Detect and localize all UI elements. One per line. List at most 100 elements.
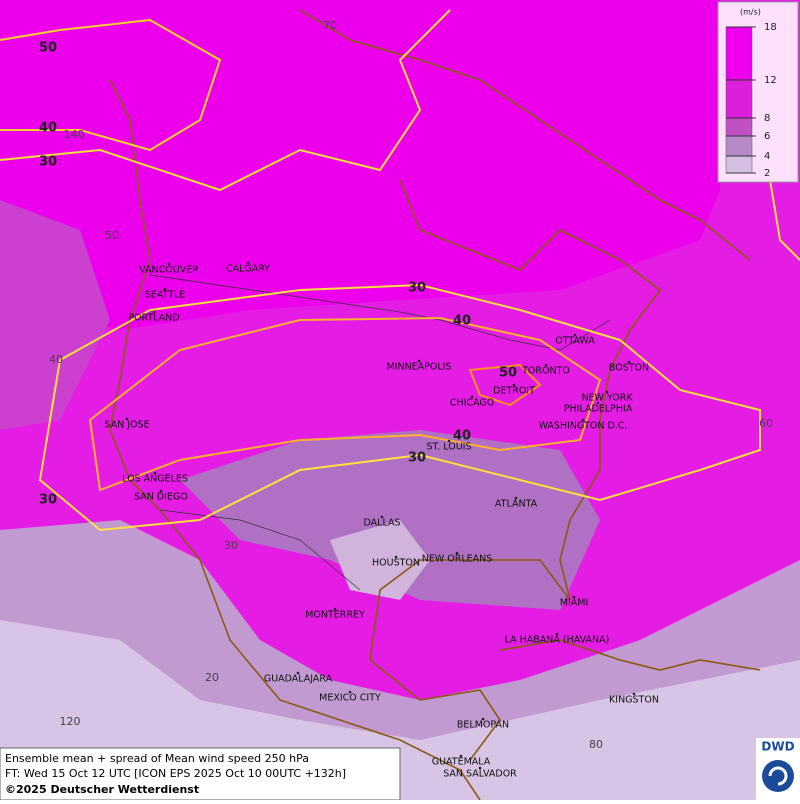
city-dot	[152, 310, 156, 314]
city-label: MONTERREY	[305, 610, 365, 621]
city-dot	[125, 417, 129, 421]
city-dot	[555, 632, 559, 636]
contour-label: 30	[39, 493, 57, 508]
contours	[0, 9, 800, 532]
city-dot	[481, 717, 485, 721]
grid-label: 140	[64, 128, 85, 141]
city-label: VANCOUVER	[139, 265, 199, 276]
grid-label: 80	[589, 738, 603, 751]
contour-label: 30	[408, 281, 426, 296]
spread-area	[180, 430, 600, 610]
labels: 18 12 8 6 4 2 50 40 30 30 40 50 40 30 30 70 140 50 40 30 20 1…	[39, 19, 777, 780]
city-label: CHICAGO	[450, 398, 494, 409]
city-dot	[348, 690, 352, 694]
city-dot	[581, 418, 585, 422]
legend-label: 2	[764, 168, 770, 179]
city-dot	[632, 692, 636, 696]
contour-label: 40	[453, 314, 471, 329]
city-dot	[394, 555, 398, 559]
city-dot	[455, 551, 459, 555]
city-label: MEXICO CITY	[319, 693, 381, 704]
contour-label: 50	[39, 41, 57, 56]
city-dot	[459, 754, 463, 758]
city-label: PHILADELPHIA	[564, 404, 633, 415]
city-dot	[246, 261, 250, 265]
city-label: WASHINGTON D.C.	[539, 421, 628, 432]
city-dot	[478, 766, 482, 770]
legend-label: 8	[764, 113, 770, 124]
city-label: BOSTON	[609, 363, 649, 374]
city-label: KINGSTON	[609, 695, 659, 706]
grid-label: 20	[205, 671, 219, 684]
city-dot	[167, 262, 171, 266]
logo-text: DWD	[761, 740, 794, 754]
city-label: PORTLAND	[128, 313, 179, 324]
legend-swatch	[725, 135, 753, 157]
city-label: CALGARY	[226, 264, 270, 275]
city-label: NEW ORLEANS	[422, 554, 493, 565]
grid-label: 40	[49, 353, 63, 366]
city-dot	[573, 333, 577, 337]
city-dot	[470, 395, 474, 399]
city-label: DETROIT	[493, 386, 535, 397]
city-label: TORONTO	[521, 366, 570, 377]
city-label: SAN SALVADOR	[443, 769, 517, 780]
city-label: ST. LOUIS	[427, 442, 472, 453]
grid-label: 120	[60, 715, 81, 728]
logo-swirl	[768, 766, 788, 786]
city-label: MIAMI	[560, 598, 589, 609]
city-label: LA HABANA (HAVANA)	[505, 635, 610, 646]
city-dot	[596, 401, 600, 405]
legend-swatch	[725, 155, 753, 174]
city-dot	[333, 607, 337, 611]
legend-label: 18	[764, 22, 777, 33]
coastline	[109, 9, 761, 801]
contour-label: 30	[39, 155, 57, 170]
spread-area	[0, 200, 110, 430]
city-label: OTTAWA	[555, 336, 595, 347]
footer-line: FT: Wed 15 Oct 12 UTC [ICON EPS 2025 Oct…	[5, 767, 346, 780]
legend-swatch	[725, 79, 753, 119]
legend-unit: (m/s)	[740, 8, 761, 17]
city-label: GUADALAJARA	[264, 674, 333, 685]
legend-swatch	[725, 117, 753, 137]
city-dot	[380, 515, 384, 519]
grid-label: 60	[759, 417, 773, 430]
city-label: SAN DIEGO	[134, 492, 188, 503]
city-dot	[544, 363, 548, 367]
city-label: NEW YORK	[581, 393, 633, 404]
legend-label: 4	[764, 151, 770, 162]
city-dot	[605, 390, 609, 394]
city-label: BELMOPAN	[457, 720, 509, 731]
grid-label: 50	[105, 229, 119, 242]
city-label: DALLAS	[364, 518, 401, 529]
contour-label: 40	[453, 429, 471, 444]
city-label: MINNEAPOLIS	[386, 362, 451, 373]
city-dot	[447, 439, 451, 443]
grid-label: 70	[323, 19, 337, 32]
city-dot	[296, 671, 300, 675]
contour-label: 50	[499, 366, 517, 381]
legend-label: 12	[764, 75, 777, 86]
legend-label: 6	[764, 131, 770, 142]
city-dot	[627, 360, 631, 364]
city-dot	[163, 287, 167, 291]
contour-label: 40	[39, 121, 57, 136]
city-dot	[159, 489, 163, 493]
city-dot	[514, 496, 518, 500]
city-dot	[417, 359, 421, 363]
city-label: SAN JOSE	[104, 420, 149, 431]
legend-swatch	[725, 26, 753, 81]
city-label: HOUSTON	[372, 558, 420, 569]
logo-icon	[762, 760, 794, 792]
footer-line: Ensemble mean + spread of Mean wind spee…	[5, 752, 309, 765]
contour-label: 30	[408, 451, 426, 466]
footer-line: ©2025 Deutscher Wetterdienst	[5, 783, 199, 796]
grid-label: 30	[224, 539, 238, 552]
borders	[149, 274, 611, 591]
city-dot	[572, 595, 576, 599]
city-label: GUATEMALA	[432, 757, 491, 768]
spread-area	[330, 520, 430, 600]
city-dot	[153, 471, 157, 475]
